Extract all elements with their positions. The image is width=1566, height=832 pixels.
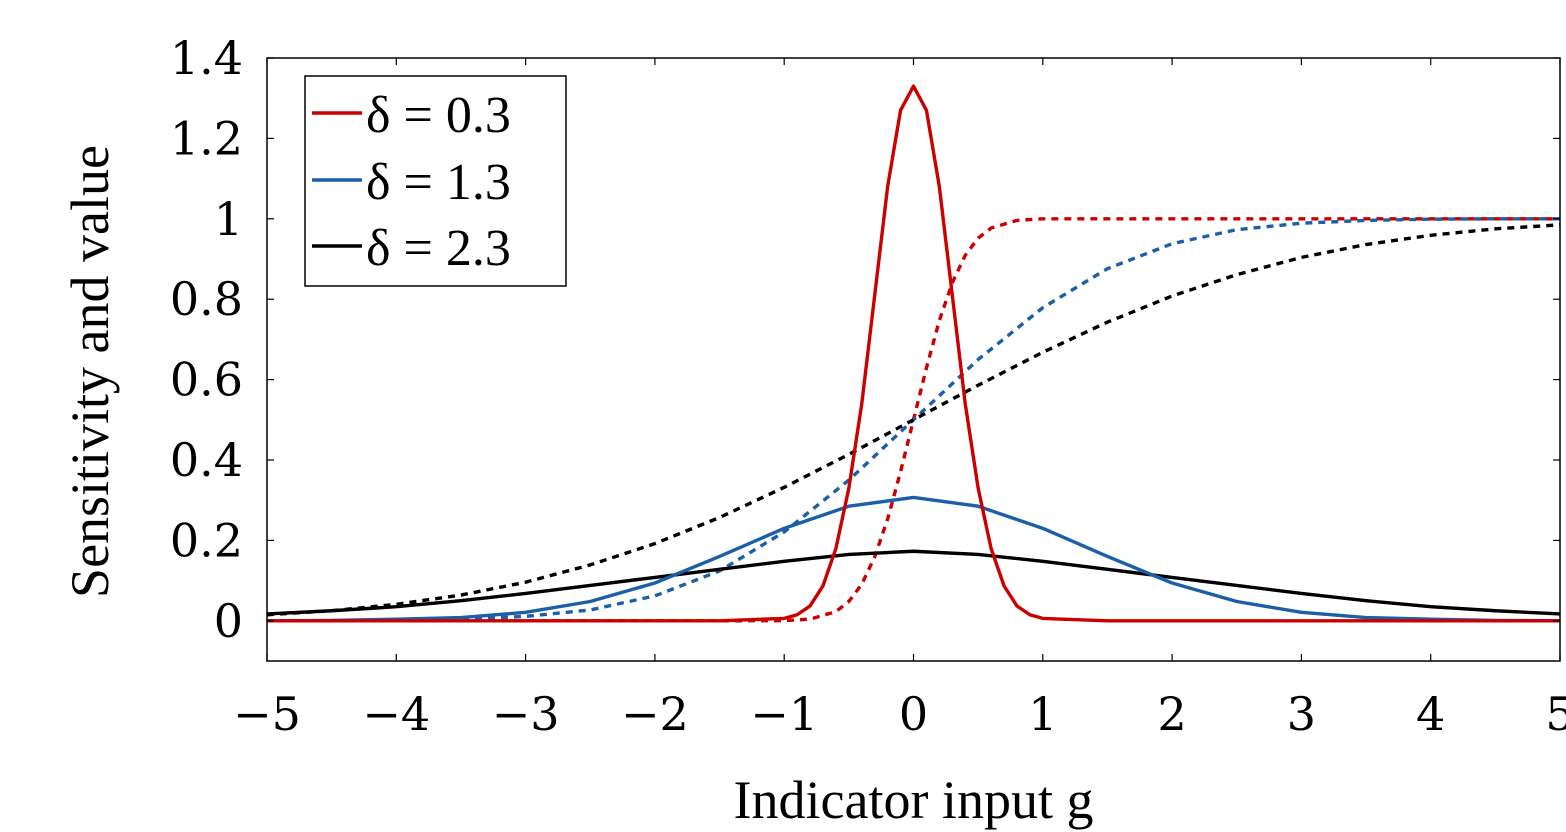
plot-marks <box>267 84 1560 623</box>
legend-entry: δ = 2.3 <box>312 220 511 277</box>
legend-label: δ = 1.3 <box>366 154 511 211</box>
x-tick-label: 2 <box>1157 687 1186 741</box>
y-tick-label: 0 <box>214 594 243 648</box>
x-tick-label: −1 <box>750 687 818 741</box>
series-dotted-line-5 <box>267 223 1560 617</box>
x-tick-label: 5 <box>1545 687 1566 741</box>
legend-entry: δ = 1.3 <box>312 154 511 211</box>
series-line-2 <box>267 549 1560 616</box>
legend-label: δ = 2.3 <box>366 220 511 277</box>
y-tick-label: 0.4 <box>170 433 243 487</box>
x-tick-label: 3 <box>1287 687 1316 741</box>
x-tick-label: 4 <box>1416 687 1445 741</box>
y-axis-title: Sensitivity and value <box>60 145 120 598</box>
x-tick-label: −5 <box>233 687 301 741</box>
x-axis-title: Indicator input g <box>734 770 1094 830</box>
y-tick-label: 0.8 <box>170 272 243 326</box>
legend-entry: δ = 0.3 <box>312 87 511 144</box>
series-line-0 <box>267 84 1560 623</box>
y-tick-label: 0.2 <box>170 513 243 567</box>
axis-ticks <box>266 57 1561 661</box>
series-line-1 <box>267 495 1560 623</box>
y-tick-label: 1.2 <box>170 111 243 165</box>
y-tick-label: 1.4 <box>170 31 243 85</box>
y-tick-label: 0.6 <box>170 353 243 407</box>
y-axis-tick-labels: 0 0.2 0.4 0.6 0.8 1 1.2 1.4 <box>170 31 243 648</box>
x-tick-label: −2 <box>621 687 689 741</box>
legend-label: δ = 0.3 <box>366 87 511 144</box>
x-tick-label: −3 <box>492 687 560 741</box>
x-tick-label: −4 <box>362 687 430 741</box>
x-axis-tick-labels: −5 −4 −3 −2 −1 0 1 2 3 4 5 <box>233 687 1566 741</box>
x-tick-label: 1 <box>1028 687 1057 741</box>
x-tick-label: 0 <box>899 687 928 741</box>
y-tick-label: 1 <box>214 192 243 246</box>
legend: δ = 0.3 δ = 1.3 δ = 2.3 <box>304 75 567 287</box>
